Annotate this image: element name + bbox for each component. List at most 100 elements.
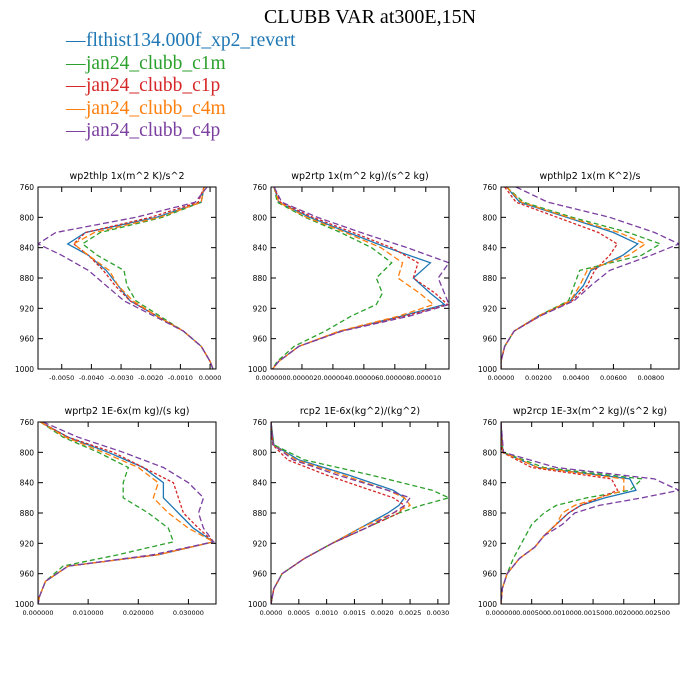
- y-tick-label: 1000: [248, 600, 267, 609]
- series-line-jan24_clubb_c1p: [72, 187, 214, 369]
- x-tick-label: 0.000000: [255, 374, 286, 382]
- y-tick-label: 880: [483, 274, 498, 283]
- x-tick-label: -0.0050: [49, 374, 74, 382]
- series-line-flthist134.000f_xp2_revert: [66, 187, 214, 369]
- plot-frame: [37, 186, 217, 370]
- y-tick-label: 920: [483, 304, 498, 313]
- y-tick-label: 760: [253, 183, 268, 192]
- series-group: [271, 187, 449, 369]
- x-tick-label: 0.0015: [343, 609, 366, 617]
- series-line-jan24_clubb_c1p: [271, 187, 449, 369]
- panel-title: wp2rcp 1E-3x(m^2 kg)/(s^2 kg): [513, 406, 667, 417]
- series-line-jan24_clubb_c4m: [271, 187, 435, 369]
- series-line-jan24_clubb_c1m: [501, 187, 662, 369]
- y-tick-label: 920: [483, 539, 498, 548]
- y-tick-label: 880: [20, 274, 35, 283]
- series-line-jan24_clubb_c1p: [271, 422, 406, 604]
- x-tick-label: 0.0000: [199, 374, 222, 382]
- x-tick-label: 0.000004: [317, 374, 348, 382]
- legend-dash: —: [66, 75, 86, 96]
- x-tick-label: 0.000006: [348, 374, 379, 382]
- series-line-jan24_clubb_c4p: [38, 422, 215, 604]
- y-tick-label: 880: [253, 274, 268, 283]
- y-tick-label: 880: [483, 509, 498, 518]
- legend-item-flthist: —flthist134.000f_xp2_revert: [66, 30, 296, 53]
- x-tick-label: 0.0000: [260, 609, 283, 617]
- y-tick-label: 760: [483, 418, 498, 427]
- x-tick-label: 0.0020: [371, 609, 394, 617]
- series-line-flthist134.000f_xp2_revert: [271, 187, 446, 369]
- legend-label: jan24_clubb_c4m: [86, 97, 226, 119]
- y-tick-label: 800: [20, 448, 35, 457]
- y-tick-label: 840: [253, 479, 268, 488]
- x-tick-label: 0.0010: [315, 609, 338, 617]
- y-tick-label: 840: [483, 479, 498, 488]
- y-tick-label: 880: [253, 509, 268, 518]
- x-tick-label: 0.000008: [379, 374, 410, 382]
- x-tick-label: 0.0030: [427, 609, 450, 617]
- y-tick-label: 760: [253, 418, 268, 427]
- y-tick-label: 960: [253, 570, 268, 579]
- y-tick-label: 840: [253, 244, 268, 253]
- series-line-jan24_clubb_c4m: [72, 187, 214, 369]
- x-tick-label: -0.0020: [138, 374, 163, 382]
- panel-wp2rcp: wp2rcp 1E-3x(m^2 kg)/(s^2 kg) 760 800 840 88…: [478, 406, 680, 617]
- x-tick-label: 0.00400: [563, 374, 590, 382]
- x-tick-label: 0.00200: [525, 374, 552, 382]
- y-tick-label: 800: [20, 213, 35, 222]
- x-tick-label: 0.002500: [639, 609, 670, 617]
- y-tick-label: 880: [20, 509, 35, 518]
- x-tick-label: 0.0005: [287, 609, 310, 617]
- legend-item-c1m: —jan24_clubb_c1m: [66, 53, 296, 76]
- x-tick-label: 0.00800: [637, 374, 664, 382]
- x-tick-label: -0.0010: [168, 374, 193, 382]
- x-tick-label: 0.000002: [286, 374, 317, 382]
- y-tick-label: 840: [20, 244, 35, 253]
- legend-label: jan24_clubb_c4p: [86, 120, 221, 141]
- legend-item-c4p: —jan24_clubb_c4p: [66, 120, 296, 143]
- series-line-jan24_clubb_c4p: [271, 187, 449, 369]
- y-tick-label: 1000: [478, 365, 497, 374]
- legend-label: jan24_clubb_c1m: [86, 52, 226, 74]
- x-tick-label: 0.00600: [600, 374, 627, 382]
- y-tick-label: 920: [20, 304, 35, 313]
- legend-dash: —: [66, 120, 86, 141]
- x-tick-label: 0.00000: [488, 374, 515, 382]
- legend-item-c1p: —jan24_clubb_c1p: [66, 75, 296, 98]
- figure-title: CLUBB VAR at300E,15N: [263, 6, 477, 28]
- panel-title: wpthlp2 1x(m K^2)/s: [539, 171, 640, 182]
- series-group: [38, 422, 216, 604]
- x-tick-label: 0.000000: [22, 609, 53, 617]
- series-line-flthist134.000f_xp2_revert: [271, 422, 406, 604]
- panel-title: wprtp2 1E-6x(m kg)/(s kg): [65, 406, 190, 417]
- series-group: [501, 422, 679, 604]
- panel-wp2rtp: wp2rtp 1x(m^2 kg)/(s^2 kg) 760 800 840 880 92…: [248, 171, 450, 382]
- series-group: [501, 187, 679, 369]
- series-line-jan24_clubb_c4m: [501, 187, 647, 369]
- series-line-jan24_clubb_c1p: [38, 422, 215, 604]
- x-tick-label: 0.000010: [410, 374, 441, 382]
- x-tick-label: 0.001500: [578, 609, 609, 617]
- x-tick-label: 0.010000: [73, 609, 104, 617]
- series-line-jan24_clubb_c1m: [271, 422, 449, 604]
- plot-frame: [500, 186, 680, 370]
- y-tick-label: 960: [20, 570, 35, 579]
- x-tick-label: 0.000500: [516, 609, 547, 617]
- y-tick-label: 800: [483, 448, 498, 457]
- y-tick-label: 1000: [15, 365, 34, 374]
- series-line-jan24_clubb_c4p: [501, 187, 679, 369]
- legend-dash: —: [66, 30, 86, 51]
- legend-dash: —: [66, 52, 86, 74]
- y-tick-label: 960: [483, 570, 498, 579]
- series-line-jan24_clubb_c1p: [501, 422, 619, 604]
- series-line-jan24_clubb_c4p: [501, 422, 679, 604]
- legend: —flthist134.000f_xp2_revert —jan24_clubb…: [66, 30, 296, 143]
- panel-title: rcp2 1E-6x(kg^2)/(kg^2): [300, 406, 420, 417]
- y-tick-label: 800: [483, 213, 498, 222]
- series-line-flthist134.000f_xp2_revert: [38, 422, 216, 604]
- panel-rcp2: rcp2 1E-6x(kg^2)/(kg^2) 760 800 840 880 920 96…: [248, 406, 450, 617]
- series-line-jan24_clubb_c1m: [271, 187, 393, 369]
- panel-title: wp2rtp 1x(m^2 kg)/(s^2 kg): [291, 171, 429, 182]
- y-tick-label: 840: [20, 479, 35, 488]
